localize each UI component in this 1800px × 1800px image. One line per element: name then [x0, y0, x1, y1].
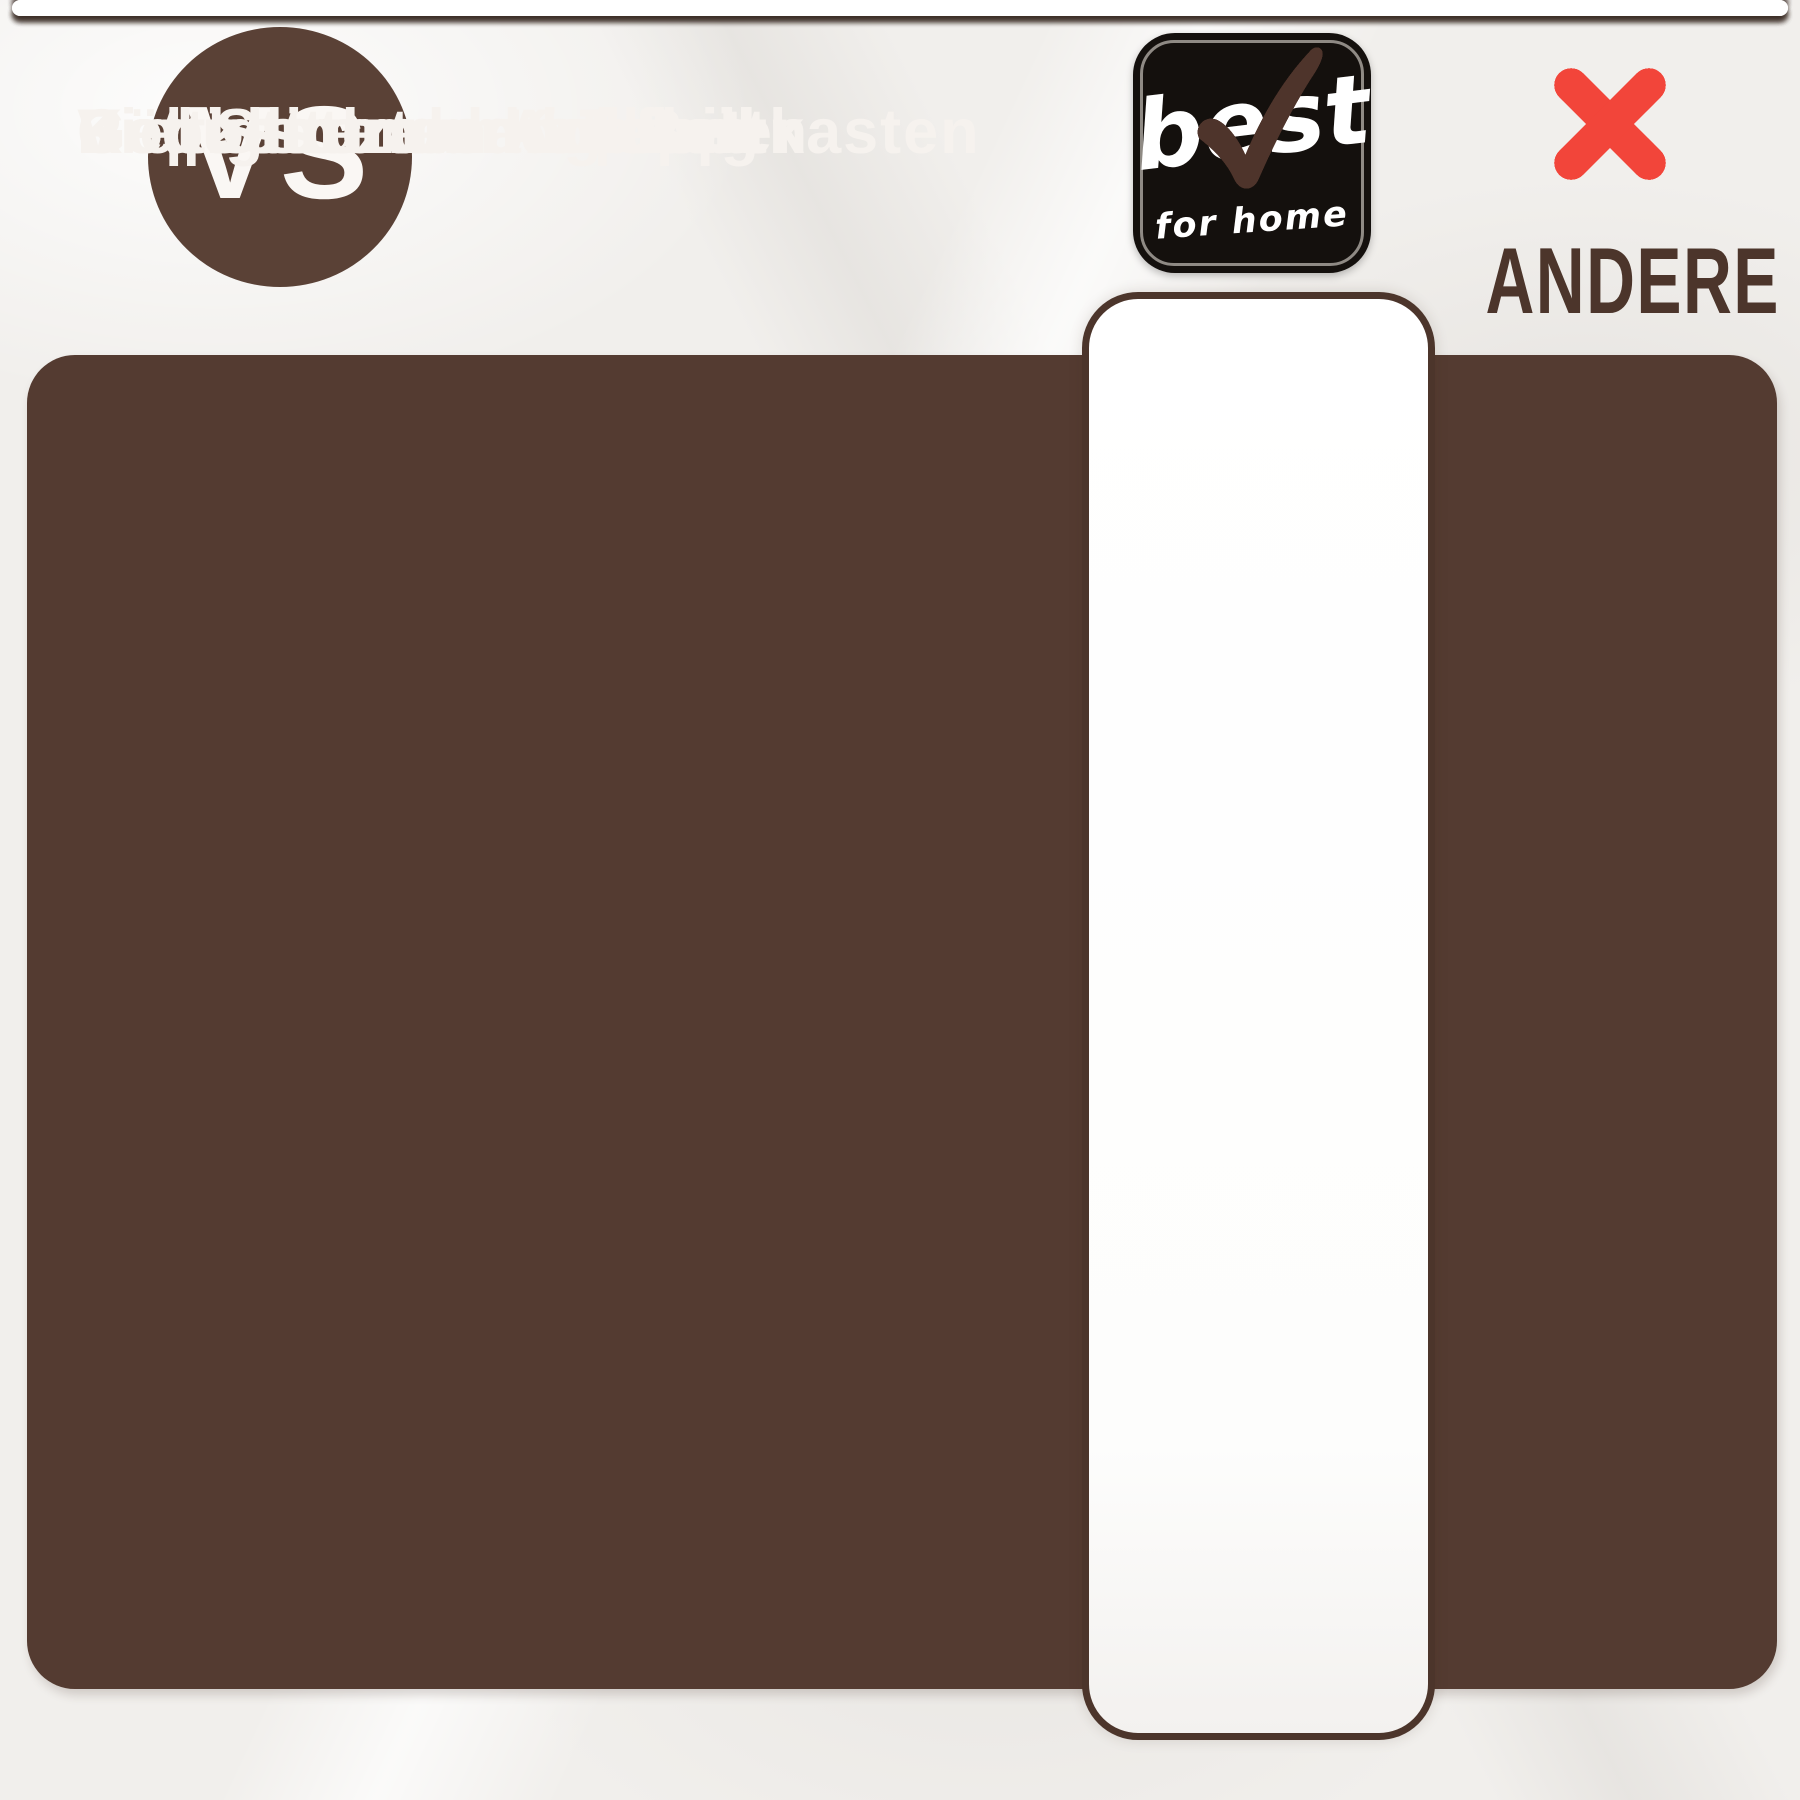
cross-icon [1543, 57, 1677, 191]
brand-column [1082, 292, 1435, 1740]
vs-badge: VS [148, 27, 412, 287]
logo-inner-frame [1140, 40, 1364, 266]
brand-logo: best for home [1128, 33, 1376, 273]
competitor-label: ANDERE [1485, 228, 1780, 333]
feature-label: Bettkasten und Topper [77, 96, 801, 167]
feature-label: Viel Stauraum im Bettkasten [77, 96, 981, 167]
comparison-table-background [27, 355, 1777, 1689]
feature-label: Königlich und stilvoll [77, 96, 758, 167]
feature-label: Bequem zum Anlehnen [77, 96, 810, 167]
feature-label: Gepolstertes Kopfteil [77, 96, 757, 167]
feature-row: Königlich und stilvoll [27, 0, 1777, 209]
row-separator [12, 0, 1788, 16]
checkmark-icon [1188, 43, 1328, 193]
feature-label: Robust und langlebig [77, 96, 761, 167]
vs-label: VS [185, 79, 375, 226]
